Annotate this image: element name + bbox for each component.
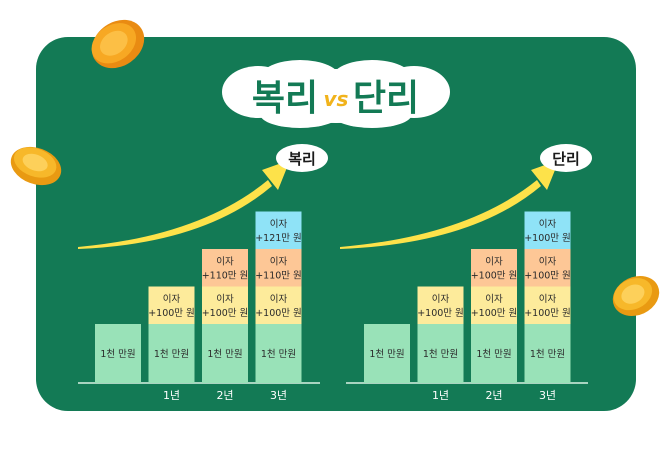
x-tick-label: 1년 [163,389,180,402]
x-tick-label: 2년 [485,389,502,402]
bar-segment-principal [148,324,195,383]
bar-segment-label: 1천 만원 [261,349,296,360]
bar-segment-principal [417,324,464,383]
bar-segment-label: 이자 +100만 원 [524,294,571,319]
bar-segment-label: 1천 만원 [207,349,242,360]
coin-icon [612,276,660,316]
bar-segment-principal [471,324,517,383]
bar-segment-label: 1천 만원 [154,349,189,360]
bar-segment-label: 이자 +100만 원 [524,219,571,244]
bar-segment-principal [95,324,141,383]
bar-segment-principal [202,324,248,383]
bar-segment-interest [202,286,248,324]
bar-segment-principal [255,324,302,383]
bar-segment-label: 이자 +100만 원 [255,294,302,319]
chart-title-bubble: 복리 [276,144,328,172]
bar-segment-interest [255,249,302,287]
bar-segment-interest [471,286,517,324]
bar-segment-label: 1천 만원 [369,349,404,360]
bar-segment-interest [148,286,195,324]
bar-segment-interest [202,249,248,287]
x-tick-label: 3년 [539,389,556,402]
bar-segment-label: 이자 +100만 원 [471,294,518,319]
title-vs: vs [324,87,349,111]
chart-title: 단리 [552,150,580,168]
bar-segment-label: 1천 만원 [530,349,565,360]
bar-segment-label: 이자 +100만 원 [417,294,464,319]
x-tick-label: 2년 [216,389,233,402]
bar-segment-interest [524,286,571,324]
x-tick-label: 1년 [432,389,449,402]
bar-segment-label: 이자 +100만 원 [148,294,195,319]
bar-segment-interest [524,211,571,249]
bar-segment-label: 이자 +121만 원 [255,219,302,244]
bar-segment-interest [255,211,302,249]
chart-title-bubble: 단리 [540,144,592,172]
coin-icon [10,146,62,186]
chart-title: 복리 [288,150,316,168]
bar-segment-label: 이자 +110만 원 [202,256,249,281]
title-right: 단리 [353,78,419,119]
bar-segment-label: 이자 +100만 원 [471,256,518,281]
bar-segment-label: 1천 만원 [100,349,135,360]
x-tick-label: 3년 [270,389,287,402]
bar-segment-interest [471,249,517,287]
bar-segment-label: 1천 만원 [476,349,511,360]
bar-segment-label: 이자 +100만 원 [202,294,249,319]
bar-segment-interest [417,286,464,324]
bar-segment-label: 이자 +110만 원 [255,256,302,281]
bar-segment-label: 1천 만원 [423,349,458,360]
bar-segment-label: 이자 +100만 원 [524,256,571,281]
coin-icon [91,19,145,69]
title-cloud [222,60,450,128]
bar-segment-interest [524,249,571,287]
title-left: 복리 [252,78,318,119]
bar-segment-principal [364,324,410,383]
bar-segment-principal [524,324,571,383]
bar-segment-interest [255,286,302,324]
